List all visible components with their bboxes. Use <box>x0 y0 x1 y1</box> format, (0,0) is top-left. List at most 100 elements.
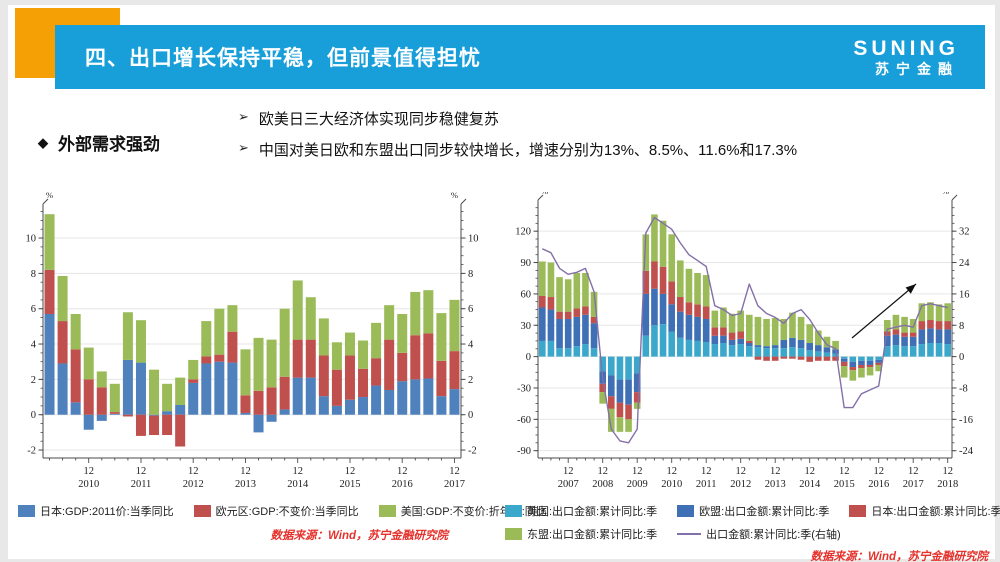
gdp-stacked-bar-chart: -2 0 2 4 6 8 10 -2 0 2 4 6 8 10% % 12 2010 12 2011 12 2012 12… <box>26 192 479 490</box>
right-chart-legend-row2: 东盟:出口金额:累计同比:季 出口金额:累计同比:季(右轴) <box>505 526 841 542</box>
legend-label: 日本:GDP:2011价:当季同比 <box>40 506 174 518</box>
arrow-bullet-icon: ➢ <box>238 109 249 124</box>
bullet-item: ➢ 中国对美日欧和东盟出口同步较快增长，增速分别为13%、8.5%、11.6%和… <box>238 139 797 160</box>
left-source-note: 数据来源：Wind，苏宁金融研究院 <box>270 530 449 542</box>
legend-item: 东盟:出口金额:累计同比:季 <box>505 526 657 542</box>
legend-label: 欧盟:出口金额:累计同比:季 <box>699 506 830 518</box>
svg-text:12: 12 <box>735 466 746 477</box>
title-banner: 四、出口增长保持平稳，但前景值得担忧 SUNING 苏宁金融 <box>55 25 985 89</box>
svg-text:12: 12 <box>136 466 147 477</box>
svg-text:12: 12 <box>345 466 356 477</box>
svg-text:6: 6 <box>468 304 473 315</box>
svg-text:2015: 2015 <box>340 479 361 490</box>
legend-item: 美国:出口金额:累计同比:季 <box>505 503 657 519</box>
legend-item: 日本:出口金额:累计同比:季 <box>849 503 1000 519</box>
svg-text:30: 30 <box>521 321 532 332</box>
suning-logo: SUNING 苏宁金融 <box>853 37 985 77</box>
svg-text:2014: 2014 <box>287 479 309 490</box>
svg-text:12: 12 <box>908 466 919 477</box>
svg-text:2017: 2017 <box>444 479 465 490</box>
svg-text:2014: 2014 <box>799 479 821 490</box>
svg-text:12: 12 <box>942 466 953 477</box>
svg-text:12: 12 <box>804 466 815 477</box>
slide: 四、出口增长保持平稳，但前景值得担忧 SUNING 苏宁金融 ◆ 外部需求强劲 … <box>8 5 1000 562</box>
right-source-note: 数据来源：Wind，苏宁金融研究院 <box>810 551 989 562</box>
svg-text:0: 0 <box>526 352 531 363</box>
legend-color-swatch <box>18 505 35 517</box>
legend-item: 欧盟:出口金额:累计同比:季 <box>677 503 829 519</box>
svg-text:2013: 2013 <box>235 479 256 490</box>
svg-text:12: 12 <box>83 466 94 477</box>
svg-text:24: 24 <box>959 258 970 269</box>
diamond-bullet-icon: ◆ <box>38 134 48 150</box>
svg-text:4: 4 <box>31 340 37 351</box>
svg-text:12: 12 <box>292 466 303 477</box>
svg-text:2: 2 <box>31 375 36 386</box>
svg-text:12: 12 <box>873 466 884 477</box>
svg-text:0: 0 <box>468 410 473 421</box>
svg-text:8: 8 <box>31 269 36 280</box>
svg-text:12: 12 <box>240 466 251 477</box>
svg-text:0: 0 <box>31 410 36 421</box>
svg-text:%: % <box>942 192 949 196</box>
legend-color-swatch <box>849 505 867 517</box>
bullet-lead-label: 外部需求强劲 <box>58 135 160 154</box>
svg-text:2016: 2016 <box>868 479 889 490</box>
svg-text:-24: -24 <box>959 446 974 457</box>
legend-item: 出口金额:累计同比:季(右轴) <box>677 526 841 542</box>
svg-text:-30: -30 <box>517 383 531 394</box>
svg-text:2007: 2007 <box>558 479 579 490</box>
legend-color-swatch <box>505 528 522 540</box>
svg-text:32: 32 <box>959 227 970 238</box>
svg-text:12: 12 <box>632 466 643 477</box>
bullet-lead: ◆ 外部需求强劲 <box>38 130 160 155</box>
svg-text:12: 12 <box>701 466 712 477</box>
svg-text:2016: 2016 <box>392 479 413 490</box>
svg-text:12: 12 <box>839 466 850 477</box>
bullet-item-text: 欧美日三大经济体实现同步稳健复苏 <box>258 111 499 128</box>
svg-text:10: 10 <box>26 234 37 245</box>
export-stacked-bar-line-chart: -90 -60 -30 0 30 60 90 120 -24 -16 -8 0 8 16 24 32%% 12 2… <box>515 192 974 490</box>
svg-text:2012: 2012 <box>183 479 204 490</box>
svg-text:-16: -16 <box>959 415 973 426</box>
legend-label: 美国:出口金额:累计同比:季 <box>527 506 658 518</box>
svg-text:90: 90 <box>521 258 532 269</box>
legend-label: 欧元区:GDP:不变价:当季同比 <box>215 506 359 518</box>
svg-text:%: % <box>46 192 53 200</box>
legend-item: 日本:GDP:2011价:当季同比 <box>18 503 174 519</box>
svg-text:4: 4 <box>468 340 474 351</box>
bullet-item-text: 中国对美日欧和东盟出口同步较快增长，增速分别为13%、8.5%、11.6%和17… <box>258 142 798 159</box>
svg-text:12: 12 <box>188 466 199 477</box>
legend-line-swatch <box>677 533 702 535</box>
svg-text:12: 12 <box>449 466 460 477</box>
svg-text:120: 120 <box>515 227 531 238</box>
svg-text:6: 6 <box>31 304 36 315</box>
arrow-bullet-icon: ➢ <box>238 140 249 155</box>
svg-text:2017: 2017 <box>903 479 924 490</box>
svg-text:-90: -90 <box>517 446 531 457</box>
svg-text:2010: 2010 <box>661 479 682 490</box>
svg-text:60: 60 <box>521 289 532 300</box>
left-chart-legend: 日本:GDP:2011价:当季同比 欧元区:GDP:不变价:当季同比 美国:GDP:… <box>18 503 547 519</box>
svg-text:-2: -2 <box>468 446 477 457</box>
svg-text:16: 16 <box>959 289 970 300</box>
right-chart-legend-row1: 美国:出口金额:累计同比:季 欧盟:出口金额:累计同比:季 日本:出口金额:累计同比… <box>505 503 1000 519</box>
svg-text:8: 8 <box>959 321 964 332</box>
legend-item: 欧元区:GDP:不变价:当季同比 <box>193 503 359 519</box>
logo-text-en: SUNING <box>853 36 959 60</box>
legend-color-swatch <box>505 505 522 517</box>
svg-text:10: 10 <box>468 234 479 245</box>
legend-color-swatch <box>677 505 695 517</box>
svg-text:8: 8 <box>468 269 473 280</box>
bullet-item: ➢ 欧美日三大经济体实现同步稳健复苏 <box>238 108 499 129</box>
legend-color-swatch <box>193 505 211 517</box>
svg-text:%: % <box>451 192 458 200</box>
svg-text:0: 0 <box>959 352 964 363</box>
svg-text:-8: -8 <box>959 383 968 394</box>
svg-text:2011: 2011 <box>696 479 717 490</box>
svg-text:2013: 2013 <box>765 479 786 490</box>
page-title: 四、出口增长保持平稳，但前景值得担忧 <box>85 47 481 70</box>
legend-color-swatch <box>378 505 396 517</box>
svg-text:2018: 2018 <box>937 479 958 490</box>
